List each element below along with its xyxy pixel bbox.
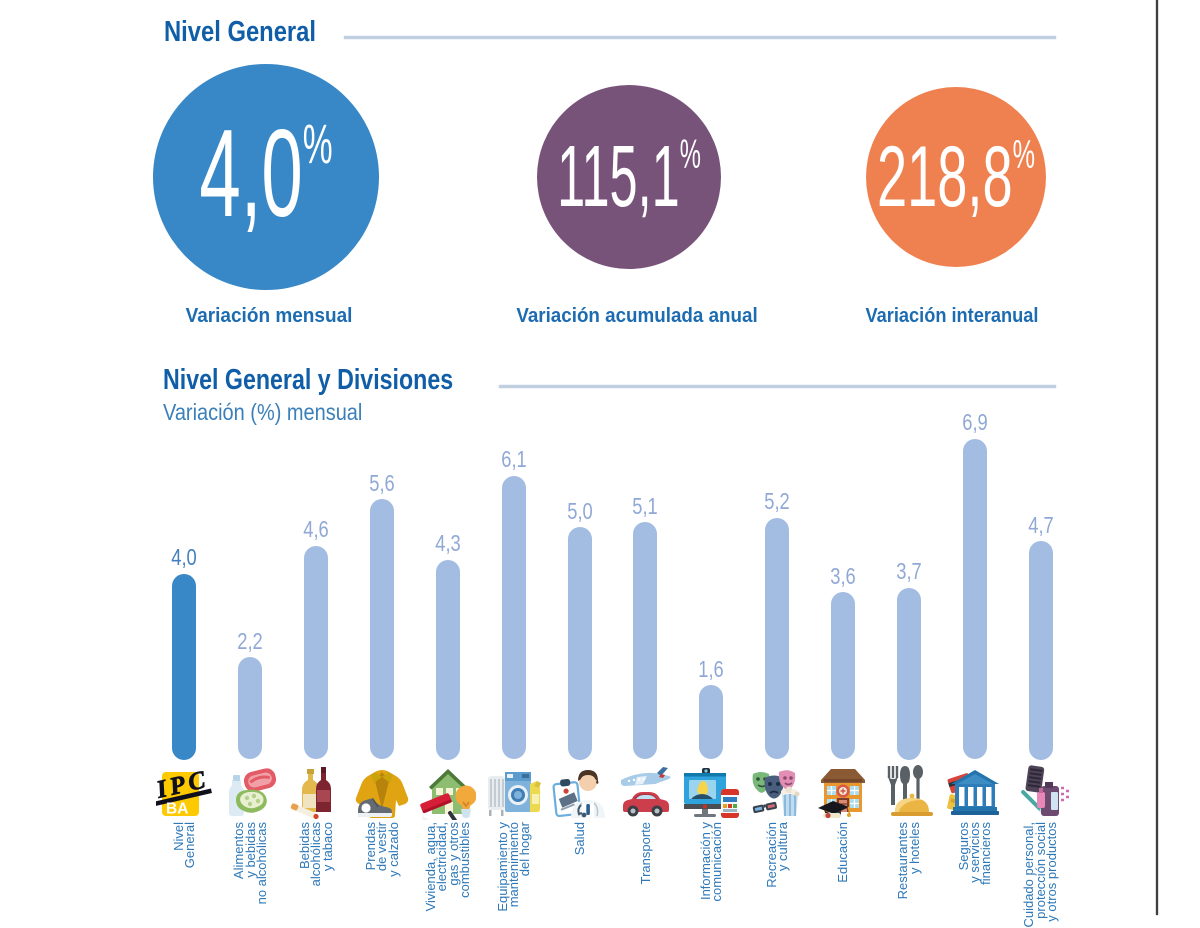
svg-text:BA: BA: [166, 801, 188, 818]
